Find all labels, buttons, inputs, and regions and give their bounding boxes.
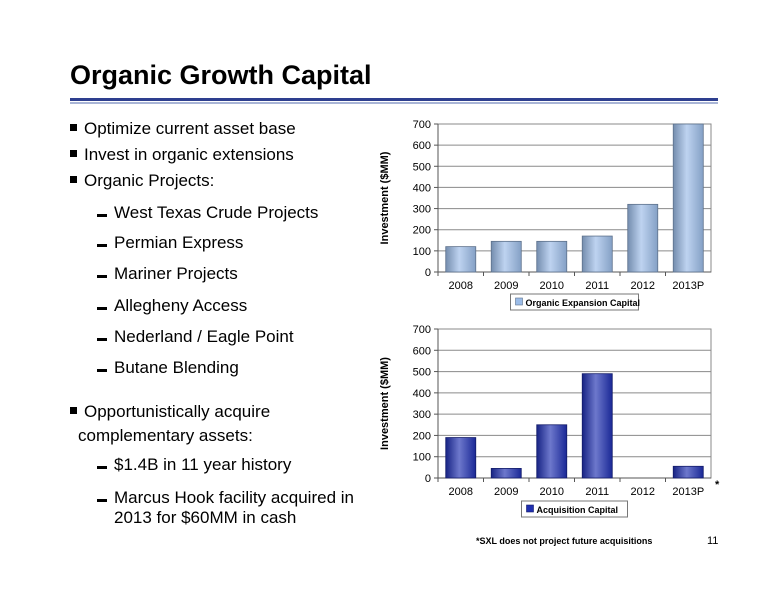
acquisition-capital-chart: 0 100 200 300 400 500 600 700 Investment ($MM) 20… <box>379 324 720 518</box>
x-tick-label: 2012 <box>631 486 655 498</box>
slide-title: Organic Growth Capital <box>70 60 372 90</box>
sub-bullet-project: Butane Blending <box>97 358 239 378</box>
dash-bullet-icon <box>97 338 107 341</box>
sub-bullet-marcus-hook: Marcus Hook facility acquired in <box>97 488 354 508</box>
legend-swatch <box>515 297 523 306</box>
y-tick-label: 0 <box>425 267 431 279</box>
x-tick-label: 2011 <box>585 280 609 292</box>
bar <box>581 235 613 273</box>
sub-bullet-project: Nederland / Eagle Point <box>97 327 294 347</box>
x-tick-label: 2011 <box>585 486 609 498</box>
x-tick-label: 2013P <box>672 280 704 292</box>
dash-bullet-icon <box>97 214 107 217</box>
x-tick-label: 2009 <box>494 486 518 498</box>
dash-bullet-icon <box>97 307 107 310</box>
sub-bullet-marcus-hook-cont: 2013 for $60MM in cash <box>114 508 297 527</box>
y-tick-label: 200 <box>413 225 431 237</box>
legend-box <box>521 500 628 518</box>
bar <box>672 465 704 479</box>
square-bullet-icon <box>70 176 77 183</box>
dash-bullet-icon <box>97 244 107 247</box>
sub-bullet-project: Mariner Projects <box>97 264 238 284</box>
dash-bullet-icon <box>97 499 107 502</box>
title-underline <box>70 98 718 101</box>
dash-bullet-icon <box>97 275 107 278</box>
y-tick-label: 300 <box>413 409 431 421</box>
y-tick-label: 100 <box>413 452 431 464</box>
bullet-invest: Invest in organic extensions <box>70 145 294 165</box>
dash-bullet-icon <box>97 369 107 372</box>
bullet-organic-projects: Organic Projects: <box>70 171 214 191</box>
y-tick-label: 600 <box>413 345 431 357</box>
bullet-optimize: Optimize current asset base <box>70 119 296 139</box>
x-tick-label: 2010 <box>540 280 564 292</box>
bar <box>627 203 659 273</box>
legend-label: Acquisition Capital <box>537 505 619 515</box>
bar <box>581 373 613 479</box>
x-tick-label: 2010 <box>540 486 564 498</box>
sub-bullet-history: $1.4B in 11 year history <box>97 455 291 475</box>
x-tick-label: 2008 <box>449 280 473 292</box>
x-tick-label: 2008 <box>449 486 473 498</box>
bar <box>490 468 522 479</box>
bar <box>490 240 522 273</box>
y-tick-label: 500 <box>413 367 431 379</box>
footnote: *SXL does not project future acquisition… <box>476 536 653 546</box>
plot-area <box>437 328 712 479</box>
y-tick-label: 400 <box>413 388 431 400</box>
y-tick-label: 200 <box>413 430 431 442</box>
x-tick-label: 2009 <box>494 280 518 292</box>
x-tick-label: 2012 <box>631 280 655 292</box>
y-tick-label: 700 <box>413 324 431 336</box>
y-tick-label: 600 <box>413 140 431 152</box>
bar <box>672 123 704 273</box>
y-tick-label: 0 <box>425 473 431 485</box>
square-bullet-icon <box>70 407 77 414</box>
y-tick-label: 700 <box>413 119 431 131</box>
dash-bullet-icon <box>97 466 107 469</box>
y-tick-label: 500 <box>413 161 431 173</box>
legend-label: Organic Expansion Capital <box>526 298 641 308</box>
sub-bullet-project: Permian Express <box>97 233 243 253</box>
legend-box <box>510 293 639 311</box>
y-axis-label: Investment ($MM) <box>379 357 391 450</box>
chart-annotation: * <box>715 479 720 491</box>
y-tick-label: 400 <box>413 182 431 194</box>
sub-bullet-project: West Texas Crude Projects <box>97 203 318 223</box>
bar <box>536 240 568 273</box>
bar <box>445 437 477 479</box>
bar <box>536 424 568 479</box>
sub-bullet-project: Allegheny Access <box>97 296 247 316</box>
square-bullet-icon <box>70 150 77 157</box>
page-number: 11 <box>707 535 719 547</box>
plot-area <box>437 123 712 273</box>
organic-capital-chart: 0 100 200 300 400 500 600 700 Investment ($MM) 20… <box>379 119 712 311</box>
y-tick-label: 100 <box>413 246 431 258</box>
bar <box>445 246 477 273</box>
square-bullet-icon <box>70 124 77 131</box>
y-tick-label: 300 <box>413 204 431 216</box>
y-axis-label: Investment ($MM) <box>379 151 391 244</box>
bullet-acquire: Opportunistically acquire <box>70 402 270 422</box>
x-tick-label: 2013P <box>672 486 704 498</box>
title-underline-shadow <box>70 102 718 104</box>
legend-swatch <box>526 504 534 513</box>
bullet-acquire-cont: complementary assets: <box>78 426 253 445</box>
bullet-list: Optimize current asset base Invest in or… <box>70 119 354 527</box>
